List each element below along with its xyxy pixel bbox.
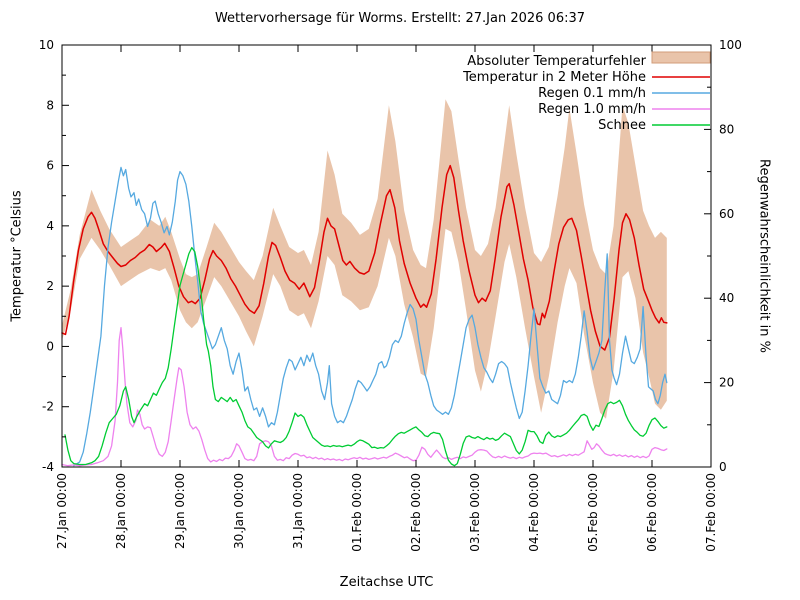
svg-text:8: 8 xyxy=(46,98,54,112)
y-left-tick-labels: -4 -2 0 2 4 6 8 10 xyxy=(39,38,54,474)
y-right-tick-labels: 0 20 40 60 80 100 xyxy=(719,38,742,474)
svg-text:-2: -2 xyxy=(42,400,54,414)
legend-band-swatch xyxy=(651,51,711,64)
series-snow-line xyxy=(64,246,668,467)
svg-text:31.Jan 00:00: 31.Jan 00:00 xyxy=(291,473,305,549)
svg-text:10: 10 xyxy=(39,38,54,52)
svg-text:40: 40 xyxy=(719,291,734,305)
legend-entry-0: Absoluter Temperaturfehler xyxy=(467,51,711,69)
legend-entry-1: Temperatur in 2 Meter Höhe xyxy=(462,70,710,85)
svg-text:0: 0 xyxy=(719,460,727,474)
legend-entry-3: Regen 1.0 mm/h xyxy=(538,102,710,117)
x-tick-labels: 27.Jan 00:00 28.Jan 00:00 29.Jan 00:00 30.J… xyxy=(55,473,718,552)
svg-text:04.Feb 00:00: 04.Feb 00:00 xyxy=(527,473,541,552)
chart-title: Wettervorhersage für Worms. Erstellt: 27… xyxy=(214,11,586,26)
legend-entry-2: Regen 0.1 mm/h xyxy=(538,86,710,101)
svg-text:80: 80 xyxy=(719,122,734,136)
svg-text:05.Feb 00:00: 05.Feb 00:00 xyxy=(586,473,600,552)
svg-text:02.Feb 00:00: 02.Feb 00:00 xyxy=(409,473,423,552)
x-axis-label: Zeitachse UTC xyxy=(339,575,434,590)
legend-label-1: Temperatur in 2 Meter Höhe xyxy=(462,70,646,85)
svg-text:07.Feb 00:00: 07.Feb 00:00 xyxy=(704,473,718,552)
legend-entry-4: Schnee xyxy=(598,118,710,133)
svg-text:4: 4 xyxy=(46,219,54,233)
svg-text:01.Feb 00:00: 01.Feb 00:00 xyxy=(350,473,364,552)
svg-text:6: 6 xyxy=(46,159,54,173)
svg-text:-4: -4 xyxy=(42,460,54,474)
svg-text:06.Feb 00:00: 06.Feb 00:00 xyxy=(645,473,659,552)
series-rain-01-line xyxy=(73,166,668,467)
axis-ticks xyxy=(61,44,712,468)
legend-label-3: Regen 1.0 mm/h xyxy=(538,102,646,117)
svg-text:20: 20 xyxy=(719,376,734,390)
legend-label-0: Absoluter Temperaturfehler xyxy=(467,54,646,69)
svg-text:03.Feb 00:00: 03.Feb 00:00 xyxy=(468,473,482,552)
svg-text:100: 100 xyxy=(719,38,742,52)
svg-text:28.Jan 00:00: 28.Jan 00:00 xyxy=(114,473,128,549)
legend-label-4: Schnee xyxy=(598,118,646,133)
series-rain-10-line xyxy=(61,327,668,467)
series-temperature-line xyxy=(61,164,668,351)
series-temperature-error-band xyxy=(62,99,667,419)
svg-text:27.Jan 00:00: 27.Jan 00:00 xyxy=(55,473,69,549)
svg-text:30.Jan 00:00: 30.Jan 00:00 xyxy=(232,473,246,549)
legend-label-2: Regen 0.1 mm/h xyxy=(538,86,646,101)
svg-text:60: 60 xyxy=(719,207,734,221)
svg-text:29.Jan 00:00: 29.Jan 00:00 xyxy=(173,473,187,549)
svg-text:0: 0 xyxy=(46,339,54,353)
svg-text:2: 2 xyxy=(46,279,54,293)
